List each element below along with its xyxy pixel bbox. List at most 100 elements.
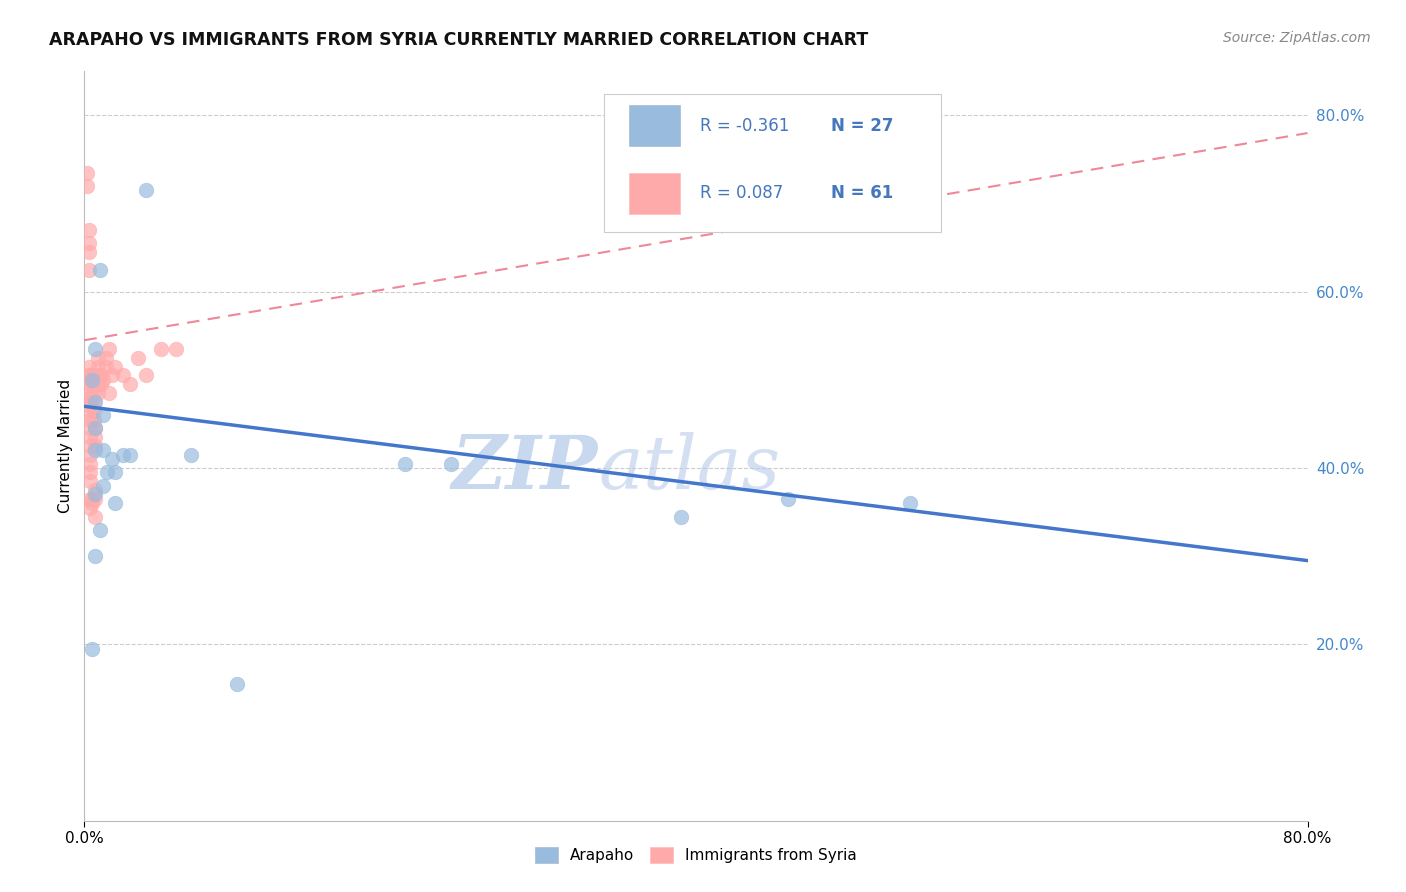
Legend: Arapaho, Immigrants from Syria: Arapaho, Immigrants from Syria	[529, 841, 863, 869]
Point	[77, 223, 100, 237]
Point	[83, 386, 105, 401]
Point	[90, 377, 112, 392]
Point	[79, 500, 101, 515]
Point	[76, 178, 98, 193]
Point	[120, 448, 142, 462]
Point	[79, 430, 101, 444]
Point	[91, 373, 114, 387]
Point	[84, 430, 107, 444]
Point	[77, 368, 100, 383]
Point	[97, 342, 120, 356]
Point	[149, 342, 172, 356]
Point	[87, 386, 110, 401]
Point	[104, 496, 127, 510]
Point	[165, 342, 187, 356]
Point	[80, 491, 103, 506]
Point	[79, 466, 101, 480]
Point	[101, 368, 124, 383]
Point	[104, 466, 127, 480]
Text: atlas: atlas	[598, 433, 780, 505]
Point	[898, 496, 921, 510]
Point	[776, 491, 799, 506]
Text: N = 61: N = 61	[831, 185, 893, 202]
Point	[84, 421, 107, 435]
Point	[76, 166, 98, 180]
Point	[80, 641, 103, 656]
Point	[79, 448, 101, 462]
Text: R = -0.361: R = -0.361	[700, 117, 789, 135]
Point	[111, 368, 134, 383]
Point	[127, 351, 149, 365]
Point	[94, 351, 117, 365]
Point	[226, 677, 249, 691]
Point	[135, 368, 157, 383]
Y-axis label: Currently Married: Currently Married	[58, 379, 73, 513]
Point	[84, 483, 107, 497]
Point	[79, 386, 101, 401]
Point	[84, 549, 107, 564]
Point	[87, 359, 110, 374]
Point	[440, 457, 463, 471]
Text: ZIP: ZIP	[451, 433, 598, 505]
FancyBboxPatch shape	[628, 105, 681, 146]
Text: ARAPAHO VS IMMIGRANTS FROM SYRIA CURRENTLY MARRIED CORRELATION CHART: ARAPAHO VS IMMIGRANTS FROM SYRIA CURRENT…	[49, 31, 869, 49]
Point	[80, 496, 103, 510]
Point	[83, 368, 105, 383]
Point	[135, 183, 157, 197]
Point	[79, 475, 101, 489]
Point	[84, 342, 107, 356]
Text: N = 27: N = 27	[831, 117, 893, 135]
Point	[77, 262, 100, 277]
Point	[101, 452, 124, 467]
Point	[91, 408, 114, 422]
Point	[80, 373, 103, 387]
Point	[84, 443, 107, 458]
Point	[97, 386, 120, 401]
Point	[84, 487, 107, 501]
Point	[77, 373, 100, 387]
Point	[84, 509, 107, 524]
Text: Source: ZipAtlas.com: Source: ZipAtlas.com	[1223, 31, 1371, 45]
Point	[90, 368, 112, 383]
Point	[84, 491, 107, 506]
Point	[77, 368, 100, 383]
Point	[87, 351, 110, 365]
Text: R = 0.087: R = 0.087	[700, 185, 783, 202]
Point	[79, 373, 101, 387]
Point	[77, 236, 100, 251]
Point	[79, 408, 101, 422]
Point	[79, 491, 101, 506]
Point	[79, 377, 101, 392]
Point	[91, 443, 114, 458]
Point	[94, 359, 117, 374]
Point	[91, 478, 114, 492]
Point	[104, 359, 127, 374]
Point	[111, 448, 134, 462]
Point	[84, 395, 107, 409]
Point	[394, 457, 416, 471]
Point	[77, 245, 100, 260]
Point	[79, 395, 101, 409]
Point	[79, 391, 101, 405]
Point	[87, 368, 110, 383]
Point	[79, 421, 101, 435]
Point	[83, 412, 105, 426]
Point	[84, 439, 107, 453]
Point	[79, 439, 101, 453]
Point	[669, 509, 692, 524]
Point	[89, 262, 111, 277]
FancyBboxPatch shape	[605, 94, 941, 233]
Point	[87, 377, 110, 392]
Point	[84, 421, 107, 435]
Point	[120, 377, 142, 392]
Point	[79, 412, 101, 426]
Point	[83, 377, 105, 392]
Point	[180, 448, 202, 462]
Point	[79, 400, 101, 414]
Point	[96, 466, 118, 480]
Point	[89, 523, 111, 537]
Point	[83, 403, 105, 417]
FancyBboxPatch shape	[628, 172, 681, 214]
Point	[77, 359, 100, 374]
Point	[79, 457, 101, 471]
